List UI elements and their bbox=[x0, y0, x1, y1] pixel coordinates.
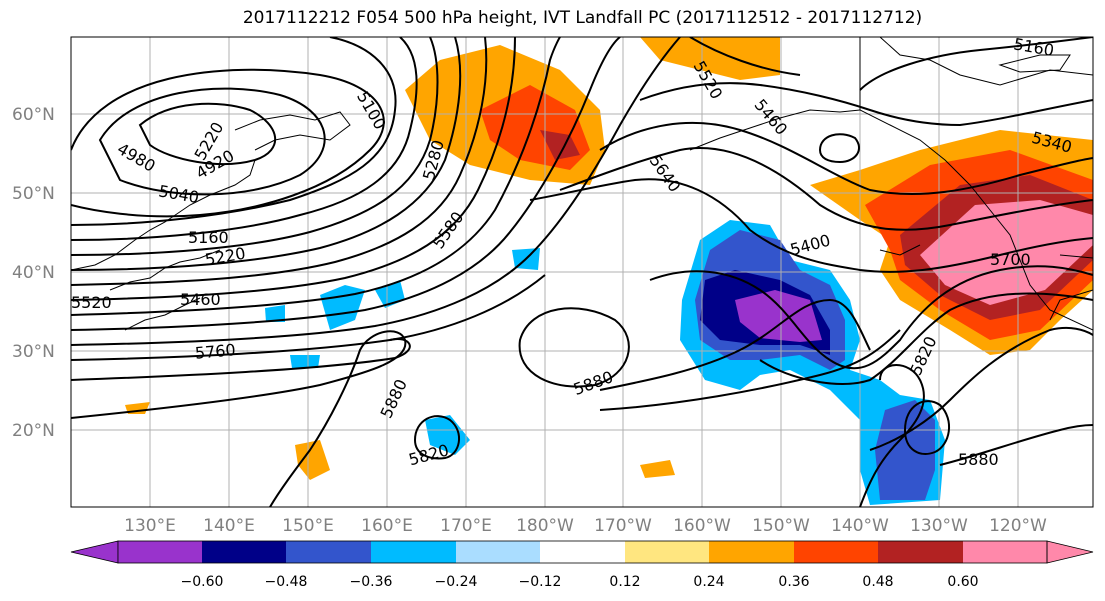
contour-label: 5160 bbox=[1012, 34, 1055, 60]
lon-label: 130°W bbox=[910, 516, 968, 536]
colorbar-right-extend bbox=[1046, 540, 1094, 564]
ivt-small-2 bbox=[640, 460, 675, 478]
lon-label: 180°W bbox=[516, 516, 574, 536]
longitude-labels: 130°E 140°E 150°E 160°E 170°E 180°W 170°… bbox=[124, 516, 1047, 536]
lon-label: 150°E bbox=[282, 516, 334, 536]
contour-label: 5460 bbox=[180, 290, 221, 309]
contour-label: 5880 bbox=[958, 450, 999, 469]
ivt-nw-darkred bbox=[540, 130, 580, 160]
ivt-negative-shading bbox=[265, 220, 945, 505]
ivt-neg-spot6 bbox=[265, 305, 285, 322]
colorbar-cell bbox=[709, 541, 794, 563]
lon-label: 120°W bbox=[989, 516, 1047, 536]
lon-label: 140°E bbox=[203, 516, 255, 536]
ivt-neg-spot5 bbox=[290, 355, 320, 368]
height-contours bbox=[71, 37, 1093, 507]
contour-label: 4980 bbox=[114, 139, 159, 176]
colorbar-tick: −0.60 bbox=[181, 574, 224, 590]
colorbar-cell bbox=[878, 541, 963, 563]
lon-label: 150°W bbox=[752, 516, 810, 536]
colorbar-cell bbox=[456, 541, 540, 563]
colorbar-tick: −0.48 bbox=[265, 574, 308, 590]
colorbar-tick: 0.36 bbox=[778, 574, 809, 590]
colorbar-cell bbox=[118, 541, 202, 563]
colorbar-frame bbox=[117, 540, 1048, 564]
colorbar-cell bbox=[963, 541, 1047, 563]
colorbar-tick: −0.36 bbox=[350, 574, 393, 590]
colorbar-cell bbox=[371, 541, 456, 563]
lat-label: 30°N bbox=[12, 342, 55, 362]
colorbar-cell bbox=[625, 541, 709, 563]
colorbar-tick: −0.12 bbox=[519, 574, 562, 590]
colorbar-cell bbox=[202, 541, 286, 563]
lat-label: 50°N bbox=[12, 184, 55, 204]
contour-label: 5040 bbox=[157, 181, 200, 207]
latitude-labels: 60°N 50°N 40°N 30°N 20°N bbox=[12, 105, 55, 441]
colorbar-left-extend bbox=[70, 540, 119, 564]
ivt-top-orange bbox=[640, 37, 780, 80]
contour-label: 5100 bbox=[353, 88, 390, 133]
map-title: 2017112212 F054 500 hPa height, IVT Land… bbox=[242, 8, 923, 28]
lon-label: 140°W bbox=[831, 516, 889, 536]
contour-label: 5880 bbox=[571, 367, 616, 399]
contour-label: 5220 bbox=[204, 244, 247, 270]
contour-label: 5880 bbox=[377, 376, 411, 421]
contour-label: 5700 bbox=[990, 250, 1031, 269]
lon-label: 160°E bbox=[361, 516, 413, 536]
contour-label: 5760 bbox=[194, 340, 236, 362]
colorbar-tick: 0.12 bbox=[609, 574, 640, 590]
contour-label: 5400 bbox=[788, 230, 832, 259]
colorbar: −0.60 −0.48 −0.36 −0.24 −0.12 0.12 0.24 … bbox=[70, 540, 1094, 590]
contour-label: 5820 bbox=[906, 333, 940, 378]
coastlines bbox=[71, 37, 1093, 331]
lat-label: 40°N bbox=[12, 263, 55, 283]
colorbar-tick: −0.24 bbox=[435, 574, 478, 590]
map-frame bbox=[70, 36, 1094, 508]
ivt-positive-shading bbox=[125, 37, 1093, 480]
contour-label: 5280 bbox=[419, 138, 448, 182]
contour-label: 5820 bbox=[407, 440, 451, 469]
lon-label: 170°W bbox=[594, 516, 652, 536]
colorbar-cell bbox=[286, 541, 371, 563]
ivt-neg-spot1 bbox=[320, 285, 365, 330]
colorbar-cell bbox=[794, 541, 878, 563]
colorbar-tick: 0.24 bbox=[693, 574, 724, 590]
contour-label: 5640 bbox=[646, 151, 685, 195]
lat-label: 20°N bbox=[12, 421, 55, 441]
ivt-neg-purple bbox=[735, 290, 822, 342]
colorbar-tick: 0.60 bbox=[947, 574, 978, 590]
lon-label: 170°E bbox=[440, 516, 492, 536]
ivt-small-1 bbox=[295, 440, 330, 480]
contour-label: 5160 bbox=[188, 228, 229, 247]
colorbar-cell bbox=[540, 541, 625, 563]
lon-label: 160°W bbox=[673, 516, 731, 536]
lon-label: 130°E bbox=[124, 516, 176, 536]
contour-label: 5520 bbox=[71, 293, 112, 312]
colorbar-tick: 0.48 bbox=[862, 574, 893, 590]
ivt-neg-blue-south bbox=[875, 400, 935, 500]
lat-label: 60°N bbox=[12, 105, 55, 125]
